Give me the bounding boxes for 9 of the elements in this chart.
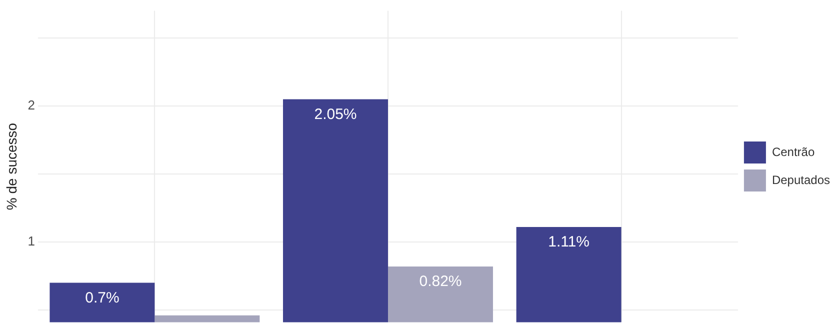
- legend-label: Centrão: [772, 144, 815, 159]
- legend-label: Deputados: [772, 172, 830, 187]
- data-label: 2.05%: [314, 106, 357, 123]
- y-axis-title: % de sucesso: [3, 122, 20, 210]
- y-tick-label: 2: [28, 98, 36, 113]
- data-label: 0.82%: [419, 273, 462, 290]
- data-label: 1.11%: [548, 234, 590, 251]
- data-label: 0.7%: [85, 289, 120, 306]
- y-tick-label: 1: [28, 234, 36, 249]
